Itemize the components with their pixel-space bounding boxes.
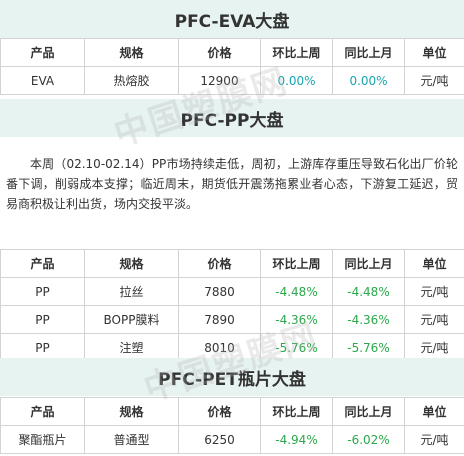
- pp-price-table: 产品 规格 价格 环比上周 同比上月 单位 PP 拉丝 7880 -4.48% …: [0, 249, 464, 362]
- cell-unit: 元/吨: [404, 277, 464, 306]
- header-price: 价格: [178, 38, 261, 67]
- cell-product: PP: [0, 333, 85, 362]
- cell-price: 6250: [178, 425, 261, 454]
- cell-price: 7880: [178, 277, 261, 306]
- table-header-row: 产品 规格 价格 环比上周 同比上月 单位: [0, 397, 464, 426]
- cell-mom: 0.00%: [332, 66, 405, 95]
- cell-unit: 元/吨: [404, 305, 464, 334]
- cell-product: PP: [0, 305, 85, 334]
- cell-unit: 元/吨: [404, 425, 464, 454]
- header-spec: 规格: [84, 38, 179, 67]
- header-unit: 单位: [404, 249, 464, 278]
- cell-spec: BOPP膜料: [84, 305, 179, 334]
- cell-wow: -4.48%: [260, 277, 333, 306]
- cell-unit: 元/吨: [404, 66, 464, 95]
- header-product: 产品: [0, 249, 85, 278]
- header-product: 产品: [0, 38, 85, 67]
- cell-product: 聚酯瓶片: [0, 425, 85, 454]
- cell-spec: 热熔胶: [84, 66, 179, 95]
- cell-wow: -4.94%: [260, 425, 333, 454]
- cell-mom: -4.48%: [332, 277, 405, 306]
- header-wow: 环比上周: [260, 38, 333, 67]
- cell-mom: -6.02%: [332, 425, 405, 454]
- pet-price-table: 产品 规格 价格 环比上周 同比上月 单位 聚酯瓶片 普通型 6250 -4.9…: [0, 397, 464, 454]
- table-header-row: 产品 规格 价格 环比上周 同比上月 单位: [0, 38, 464, 67]
- header-unit: 单位: [404, 397, 464, 426]
- cell-product: PP: [0, 277, 85, 306]
- cell-wow: 0.00%: [260, 66, 333, 95]
- header-unit: 单位: [404, 38, 464, 67]
- header-wow: 环比上周: [260, 397, 333, 426]
- header-price: 价格: [178, 397, 261, 426]
- cell-spec: 拉丝: [84, 277, 179, 306]
- cell-wow: -4.36%: [260, 305, 333, 334]
- cell-product: EVA: [0, 66, 85, 95]
- eva-section-title: PFC-EVA大盘: [0, 0, 464, 38]
- header-spec: 规格: [84, 397, 179, 426]
- cell-price: 7890: [178, 305, 261, 334]
- header-price: 价格: [178, 249, 261, 278]
- header-mom: 同比上月: [332, 249, 405, 278]
- cell-wow: -5.76%: [260, 333, 333, 362]
- header-wow: 环比上周: [260, 249, 333, 278]
- header-mom: 同比上月: [332, 397, 405, 426]
- cell-mom: -4.36%: [332, 305, 405, 334]
- header-spec: 规格: [84, 249, 179, 278]
- pp-section-title: PFC-PP大盘: [0, 99, 464, 137]
- cell-price: 12900: [178, 66, 261, 95]
- table-row: 聚酯瓶片 普通型 6250 -4.94% -6.02% 元/吨: [0, 425, 464, 454]
- table-row: PP BOPP膜料 7890 -4.36% -4.36% 元/吨: [0, 305, 464, 334]
- cell-spec: 普通型: [84, 425, 179, 454]
- table-header-row: 产品 规格 价格 环比上周 同比上月 单位: [0, 249, 464, 278]
- cell-spec: 注塑: [84, 333, 179, 362]
- header-product: 产品: [0, 397, 85, 426]
- pp-market-commentary: 本周（02.10-02.14）PP市场持续走低，周初，上游库存重压导致石化出厂价…: [6, 157, 458, 211]
- pet-section-title: PFC-PET瓶片大盘: [0, 358, 464, 396]
- table-row: EVA 热熔胶 12900 0.00% 0.00% 元/吨: [0, 66, 464, 95]
- table-row: PP 注塑 8010 -5.76% -5.76% 元/吨: [0, 333, 464, 362]
- table-row: PP 拉丝 7880 -4.48% -4.48% 元/吨: [0, 277, 464, 306]
- eva-price-table: 产品 规格 价格 环比上周 同比上月 单位 EVA 热熔胶 12900 0.00…: [0, 38, 464, 95]
- header-mom: 同比上月: [332, 38, 405, 67]
